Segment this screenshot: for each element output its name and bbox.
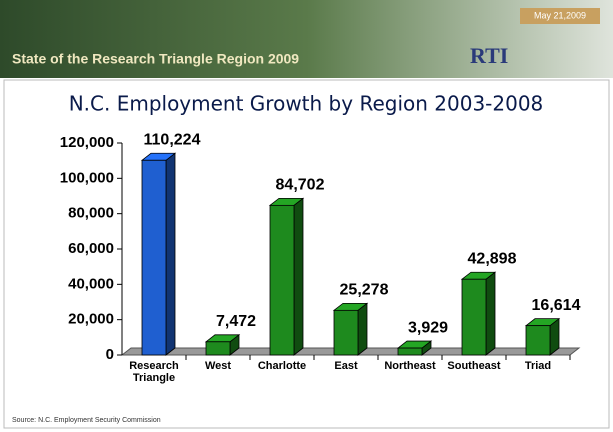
frame	[3, 79, 610, 429]
x-tick-label: East	[334, 360, 358, 372]
date-box	[520, 8, 600, 24]
value-label: 7,472	[216, 313, 256, 330]
y-tick-label: 0	[106, 346, 114, 363]
value-label: 42,898	[468, 250, 517, 267]
logo: RTI	[470, 43, 508, 68]
bar-side	[485, 271, 496, 356]
banner-title: State of the Research Triangle Region 20…	[12, 51, 299, 67]
y-tick-label: 120,000	[60, 134, 114, 151]
banner	[0, 0, 613, 78]
x-tick-label: Charlotte	[257, 360, 307, 372]
x-tick-label: Triad	[524, 360, 552, 372]
x-tick-label: Southeast	[447, 360, 501, 372]
value-label: 16,614	[532, 297, 581, 314]
bar-side	[357, 302, 368, 356]
value-label: 3,929	[408, 319, 448, 336]
value-label: 25,278	[340, 282, 389, 299]
value-label: 84,702	[276, 177, 325, 194]
bar	[141, 159, 167, 356]
bar	[397, 347, 423, 356]
chart-title: N.C. Employment Growth by Region 2003-20…	[69, 92, 544, 116]
bar	[461, 278, 487, 356]
bar	[205, 341, 231, 356]
source: Source: N.C. Employment Security Commiss…	[12, 417, 161, 424]
bar	[525, 325, 551, 356]
value-label: 110,224	[144, 131, 201, 148]
bar	[269, 204, 295, 356]
y-tick-label: 100,000	[60, 169, 114, 186]
bar	[333, 309, 359, 356]
y-tick-label: 60,000	[68, 240, 114, 257]
x-tick-label: Northeast	[384, 360, 436, 372]
bar-side	[293, 197, 304, 356]
x-tick-label: Research Triangle	[129, 360, 179, 384]
y-tick-label: 80,000	[68, 205, 114, 222]
y-tick-label: 40,000	[68, 275, 114, 292]
bar-side	[165, 152, 176, 356]
x-tick-label: West	[204, 360, 232, 372]
y-tick-label: 20,000	[68, 311, 114, 328]
date: May 21,2009	[534, 10, 586, 20]
